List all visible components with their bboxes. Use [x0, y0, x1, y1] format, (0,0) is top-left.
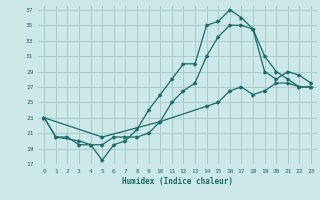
X-axis label: Humidex (Indice chaleur): Humidex (Indice chaleur) — [122, 177, 233, 186]
